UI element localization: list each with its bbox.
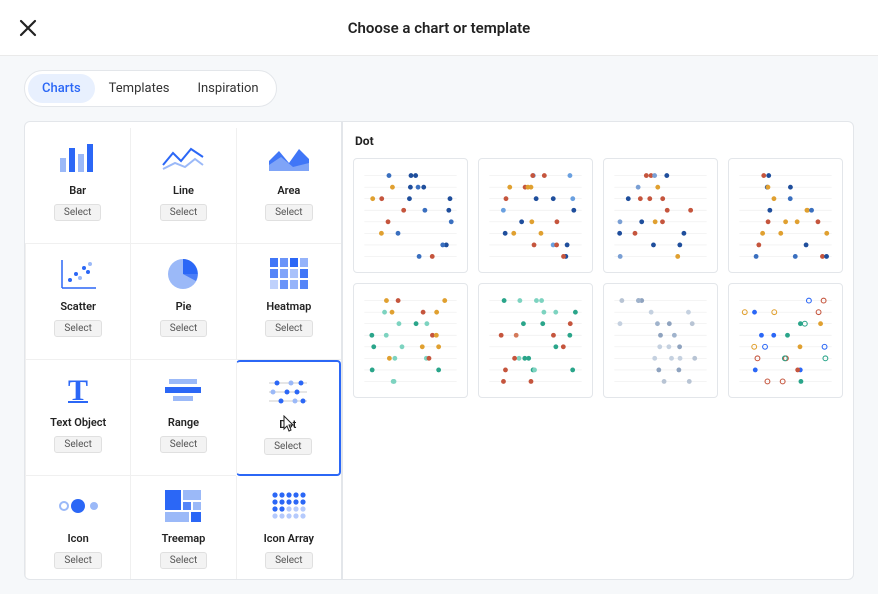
chart-type-icon[interactable]: Icon Select	[25, 476, 130, 579]
tab-charts[interactable]: Charts	[28, 74, 95, 103]
chart-type-range[interactable]: Range Select	[130, 360, 235, 476]
panel-container: Bar Select Line Select Area Select Scatt…	[24, 121, 854, 580]
chart-type-treemap[interactable]: Treemap Select	[130, 476, 235, 579]
chart-type-label: Heatmap	[266, 300, 311, 313]
template-thumbnail[interactable]	[728, 158, 843, 273]
select-button[interactable]: Select	[265, 320, 312, 337]
chart-type-label: Range	[168, 416, 199, 429]
bar-icon	[54, 140, 102, 176]
dot-icon	[264, 374, 312, 410]
close-button[interactable]	[18, 18, 38, 38]
template-thumbnail[interactable]	[478, 283, 593, 398]
chart-type-line[interactable]: Line Select	[130, 128, 235, 244]
select-button[interactable]: Select	[54, 204, 101, 221]
template-thumbnail[interactable]	[478, 158, 593, 273]
chart-type-text[interactable]: T Text Object Select	[25, 360, 130, 476]
select-button[interactable]: Select	[160, 320, 207, 337]
template-thumbnail[interactable]	[728, 283, 843, 398]
chart-type-label: Scatter	[60, 300, 96, 313]
chart-type-label: Icon Array	[264, 532, 314, 545]
select-button[interactable]: Select	[54, 436, 101, 453]
chart-type-label: Dot	[279, 418, 296, 431]
template-thumbnail[interactable]	[603, 283, 718, 398]
modal-body: Charts Templates Inspiration Bar Select …	[0, 56, 878, 594]
chart-type-heatmap[interactable]: Heatmap Select	[236, 244, 341, 360]
select-button[interactable]: Select	[160, 436, 207, 453]
select-button[interactable]: Select	[160, 204, 207, 221]
close-icon	[19, 19, 37, 37]
select-button[interactable]: Select	[265, 204, 312, 221]
select-button[interactable]: Select	[265, 552, 312, 569]
chart-type-label: Treemap	[162, 532, 206, 545]
select-button[interactable]: Select	[54, 320, 101, 337]
pie-icon	[159, 256, 207, 292]
modal-title: Choose a chart or template	[0, 19, 878, 37]
template-panel: Dot	[343, 122, 853, 579]
select-button[interactable]: Select	[54, 552, 101, 569]
template-panel-title: Dot	[353, 134, 843, 148]
template-thumbnail[interactable]	[603, 158, 718, 273]
template-thumbnail[interactable]	[353, 283, 468, 398]
iconarray-icon	[265, 488, 313, 524]
chart-type-label: Icon	[68, 532, 89, 545]
chart-type-area[interactable]: Area Select	[236, 128, 341, 244]
select-button[interactable]: Select	[264, 438, 311, 455]
chart-type-label: Bar	[69, 184, 86, 197]
icon-icon	[54, 488, 102, 524]
treemap-icon	[159, 488, 207, 524]
chart-type-scatter[interactable]: Scatter Select	[25, 244, 130, 360]
chart-type-label: Pie	[176, 300, 192, 313]
template-grid	[353, 158, 843, 398]
chart-type-label: Area	[277, 184, 300, 197]
tab-bar: Charts Templates Inspiration	[24, 70, 277, 107]
chart-type-pie[interactable]: Pie Select	[130, 244, 235, 360]
modal-header: Choose a chart or template	[0, 0, 878, 56]
chart-type-iconarray[interactable]: Icon Array Select	[236, 476, 341, 579]
chart-type-label: Text Object	[50, 416, 106, 429]
template-thumbnail[interactable]	[353, 158, 468, 273]
chart-type-dot[interactable]: Dot Select	[236, 360, 341, 476]
heatmap-icon	[265, 256, 313, 292]
text-icon: T	[54, 372, 102, 408]
chart-type-label: Line	[173, 184, 194, 197]
select-button[interactable]: Select	[160, 552, 207, 569]
chart-type-panel: Bar Select Line Select Area Select Scatt…	[25, 122, 343, 579]
chart-type-bar[interactable]: Bar Select	[25, 128, 130, 244]
scatter-icon	[54, 256, 102, 292]
range-icon	[159, 372, 207, 408]
area-icon	[265, 140, 313, 176]
line-icon	[159, 140, 207, 176]
tab-inspiration[interactable]: Inspiration	[183, 74, 272, 103]
tab-templates[interactable]: Templates	[95, 74, 184, 103]
